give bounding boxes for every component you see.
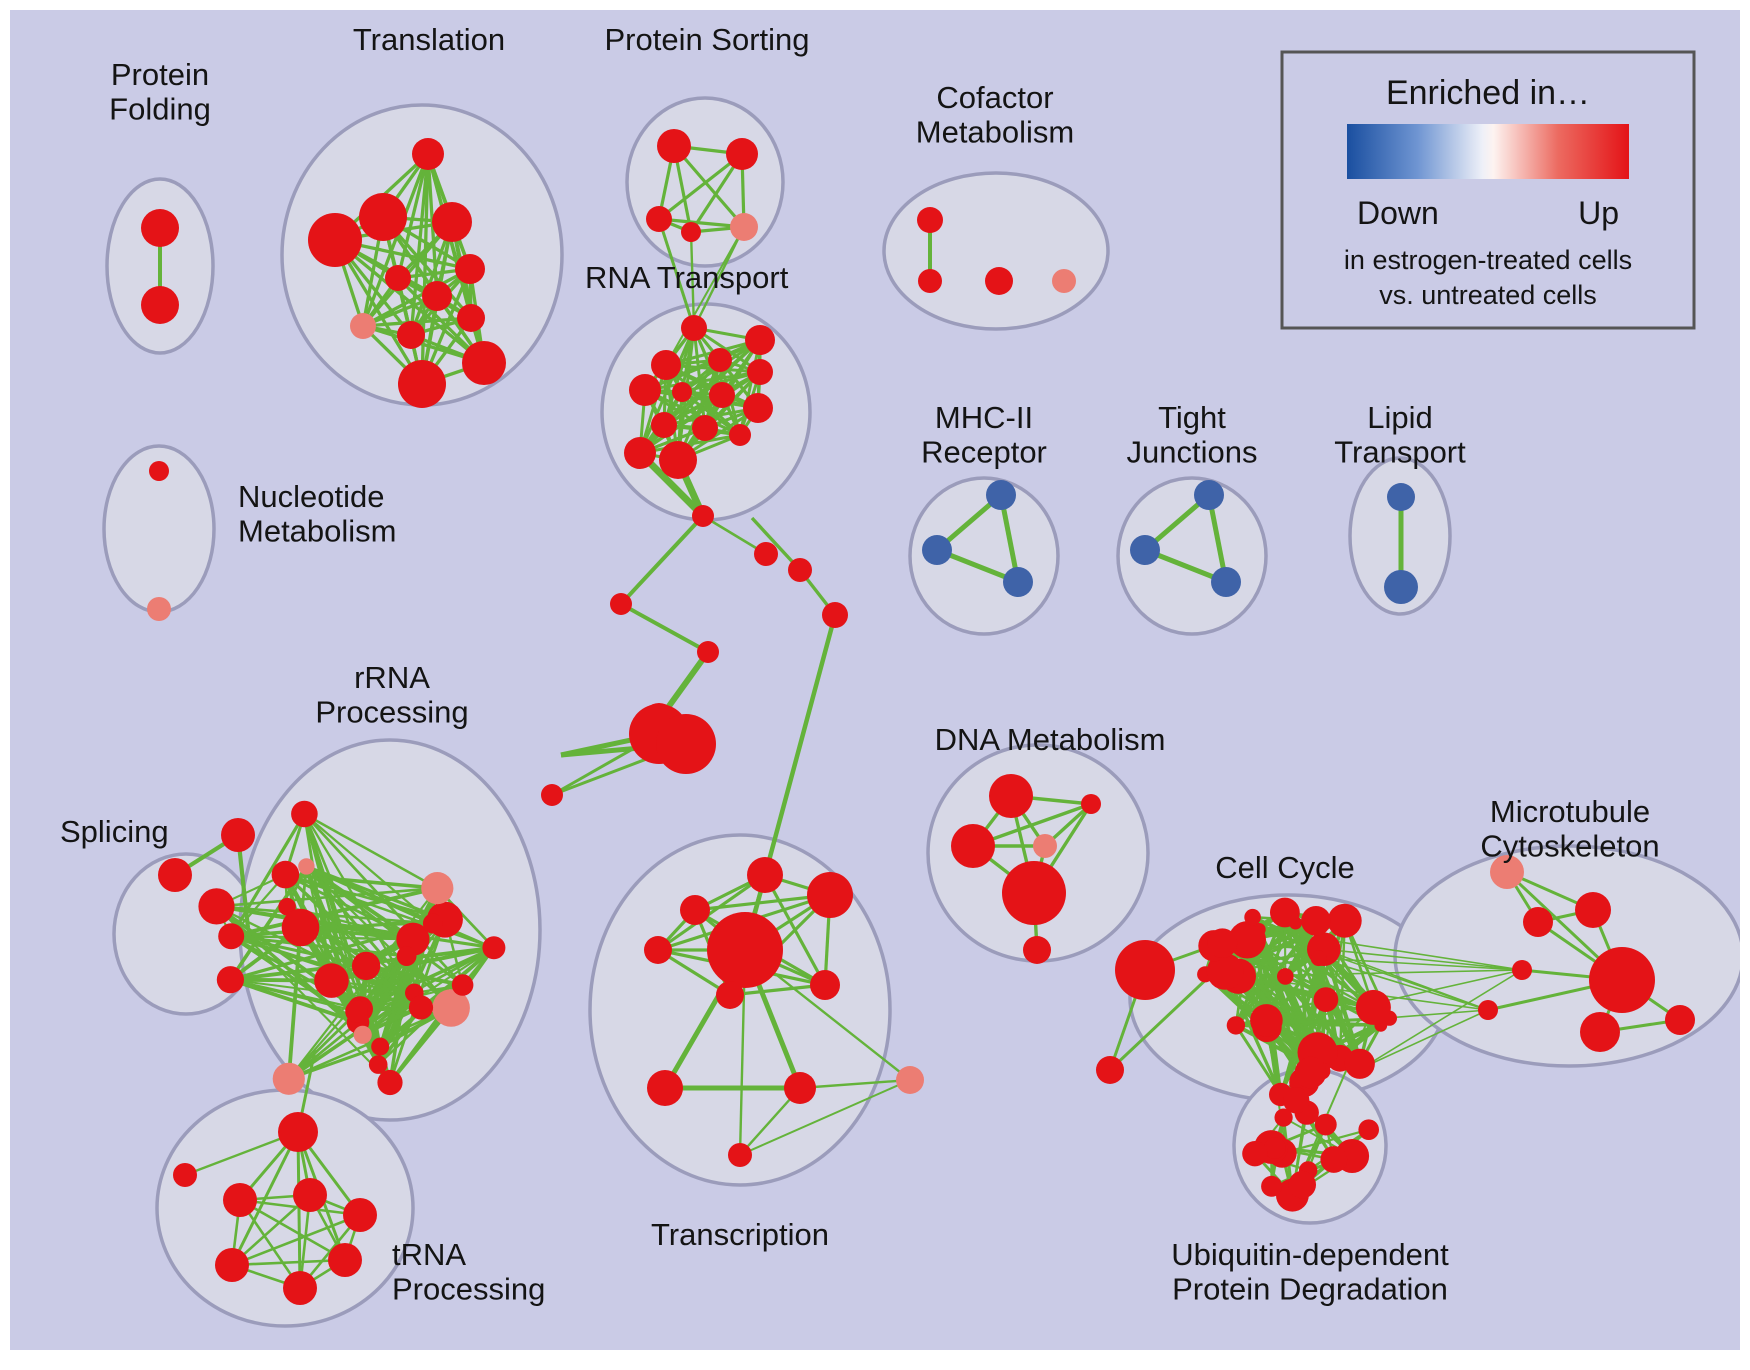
svg-text:DNA Metabolism: DNA Metabolism — [935, 722, 1166, 757]
svg-text:Cell Cycle: Cell Cycle — [1215, 850, 1355, 885]
svg-text:Enriched in…: Enriched in… — [1386, 74, 1590, 112]
svg-text:vs. untreated cells: vs. untreated cells — [1379, 280, 1597, 310]
svg-text:Splicing: Splicing — [60, 814, 169, 849]
svg-text:RNA Transport: RNA Transport — [585, 260, 789, 295]
svg-text:Protein Sorting: Protein Sorting — [604, 22, 809, 57]
svg-text:Translation: Translation — [353, 22, 505, 57]
svg-text:Up: Up — [1578, 195, 1619, 231]
svg-text:Down: Down — [1357, 195, 1439, 231]
svg-text:Transcription: Transcription — [651, 1217, 829, 1252]
svg-text:in estrogen-treated cells: in estrogen-treated cells — [1344, 245, 1632, 275]
